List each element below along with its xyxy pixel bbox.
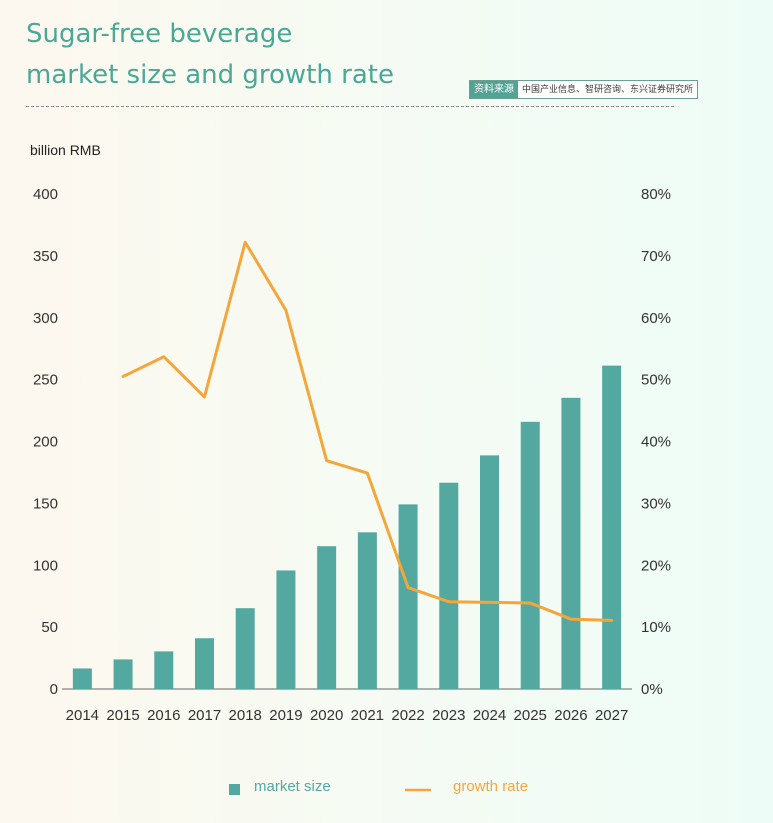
bar-2015: [113, 659, 133, 689]
x-tick-label: 2014: [66, 707, 99, 724]
y-tick-label: 150: [33, 495, 58, 512]
y-tick-label: 350: [33, 248, 58, 265]
x-tick-label: 2022: [391, 707, 424, 724]
x-tick-label: 2016: [147, 707, 180, 724]
y-axis-unit-label: billion RMB: [30, 142, 101, 158]
legend-label-growth-rate: growth rate: [453, 778, 529, 795]
y-tick-label: 300: [33, 310, 58, 327]
y2-tick-label: 20%: [641, 557, 671, 574]
bar-2019: [276, 570, 296, 689]
x-tick-label: 2025: [514, 707, 547, 724]
bar-2016: [154, 651, 174, 689]
y-tick-label: 0: [50, 681, 58, 698]
x-tick-label: 2019: [269, 707, 302, 724]
y2-tick-label: 70%: [641, 248, 671, 265]
y2-tick-label: 30%: [641, 495, 671, 512]
bar-2027: [602, 365, 622, 689]
y-tick-label: 50: [41, 619, 58, 636]
y-tick-label: 400: [33, 186, 58, 203]
y2-tick-label: 10%: [641, 619, 671, 636]
y2-tick-label: 80%: [641, 186, 671, 203]
title-line-2: market size and growth rate: [26, 60, 394, 90]
x-tick-label: 2020: [310, 707, 343, 724]
bar-2025: [520, 421, 540, 689]
bar-2020: [317, 546, 337, 689]
bar-2026: [561, 397, 581, 689]
bar-2022: [398, 504, 418, 689]
source-tag: 资料来源: [470, 81, 518, 98]
x-tick-label: 2027: [595, 707, 628, 724]
y-tick-label: 100: [33, 557, 58, 574]
x-tick-label: 2021: [351, 707, 384, 724]
bar-2023: [439, 482, 459, 689]
legend-marker-market-size: [229, 784, 240, 795]
source-box: 资料来源 中国产业信息、智研咨询、东兴证券研究所: [469, 80, 699, 99]
y2-tick-label: 50%: [641, 372, 671, 389]
y2-tick-label: 0%: [641, 681, 663, 698]
y2-tick-label: 60%: [641, 310, 671, 327]
title-line-1: Sugar-free beverage: [26, 19, 293, 49]
x-tick-label: 2015: [106, 707, 139, 724]
y2-tick-label: 40%: [641, 434, 671, 451]
x-tick-label: 2024: [473, 707, 506, 724]
chart-title: Sugar-free beverage market size and grow…: [26, 14, 394, 96]
y-tick-label: 250: [33, 372, 58, 389]
x-tick-label: 2023: [432, 707, 465, 724]
x-tick-label: 2017: [188, 707, 221, 724]
source-text: 中国产业信息、智研咨询、东兴证券研究所: [522, 84, 694, 94]
growth-rate-line: [121, 240, 614, 622]
dashed-divider: [26, 106, 674, 107]
x-tick-label: 2018: [229, 707, 262, 724]
x-tick-label: 2026: [554, 707, 587, 724]
bar-2021: [357, 532, 377, 689]
y-tick-label: 200: [33, 434, 58, 451]
bar-2024: [480, 455, 499, 689]
legend-label-market-size: market size: [254, 778, 331, 795]
bar-2014: [72, 668, 92, 689]
bar-2017: [195, 638, 214, 689]
bar-2018: [235, 608, 255, 689]
